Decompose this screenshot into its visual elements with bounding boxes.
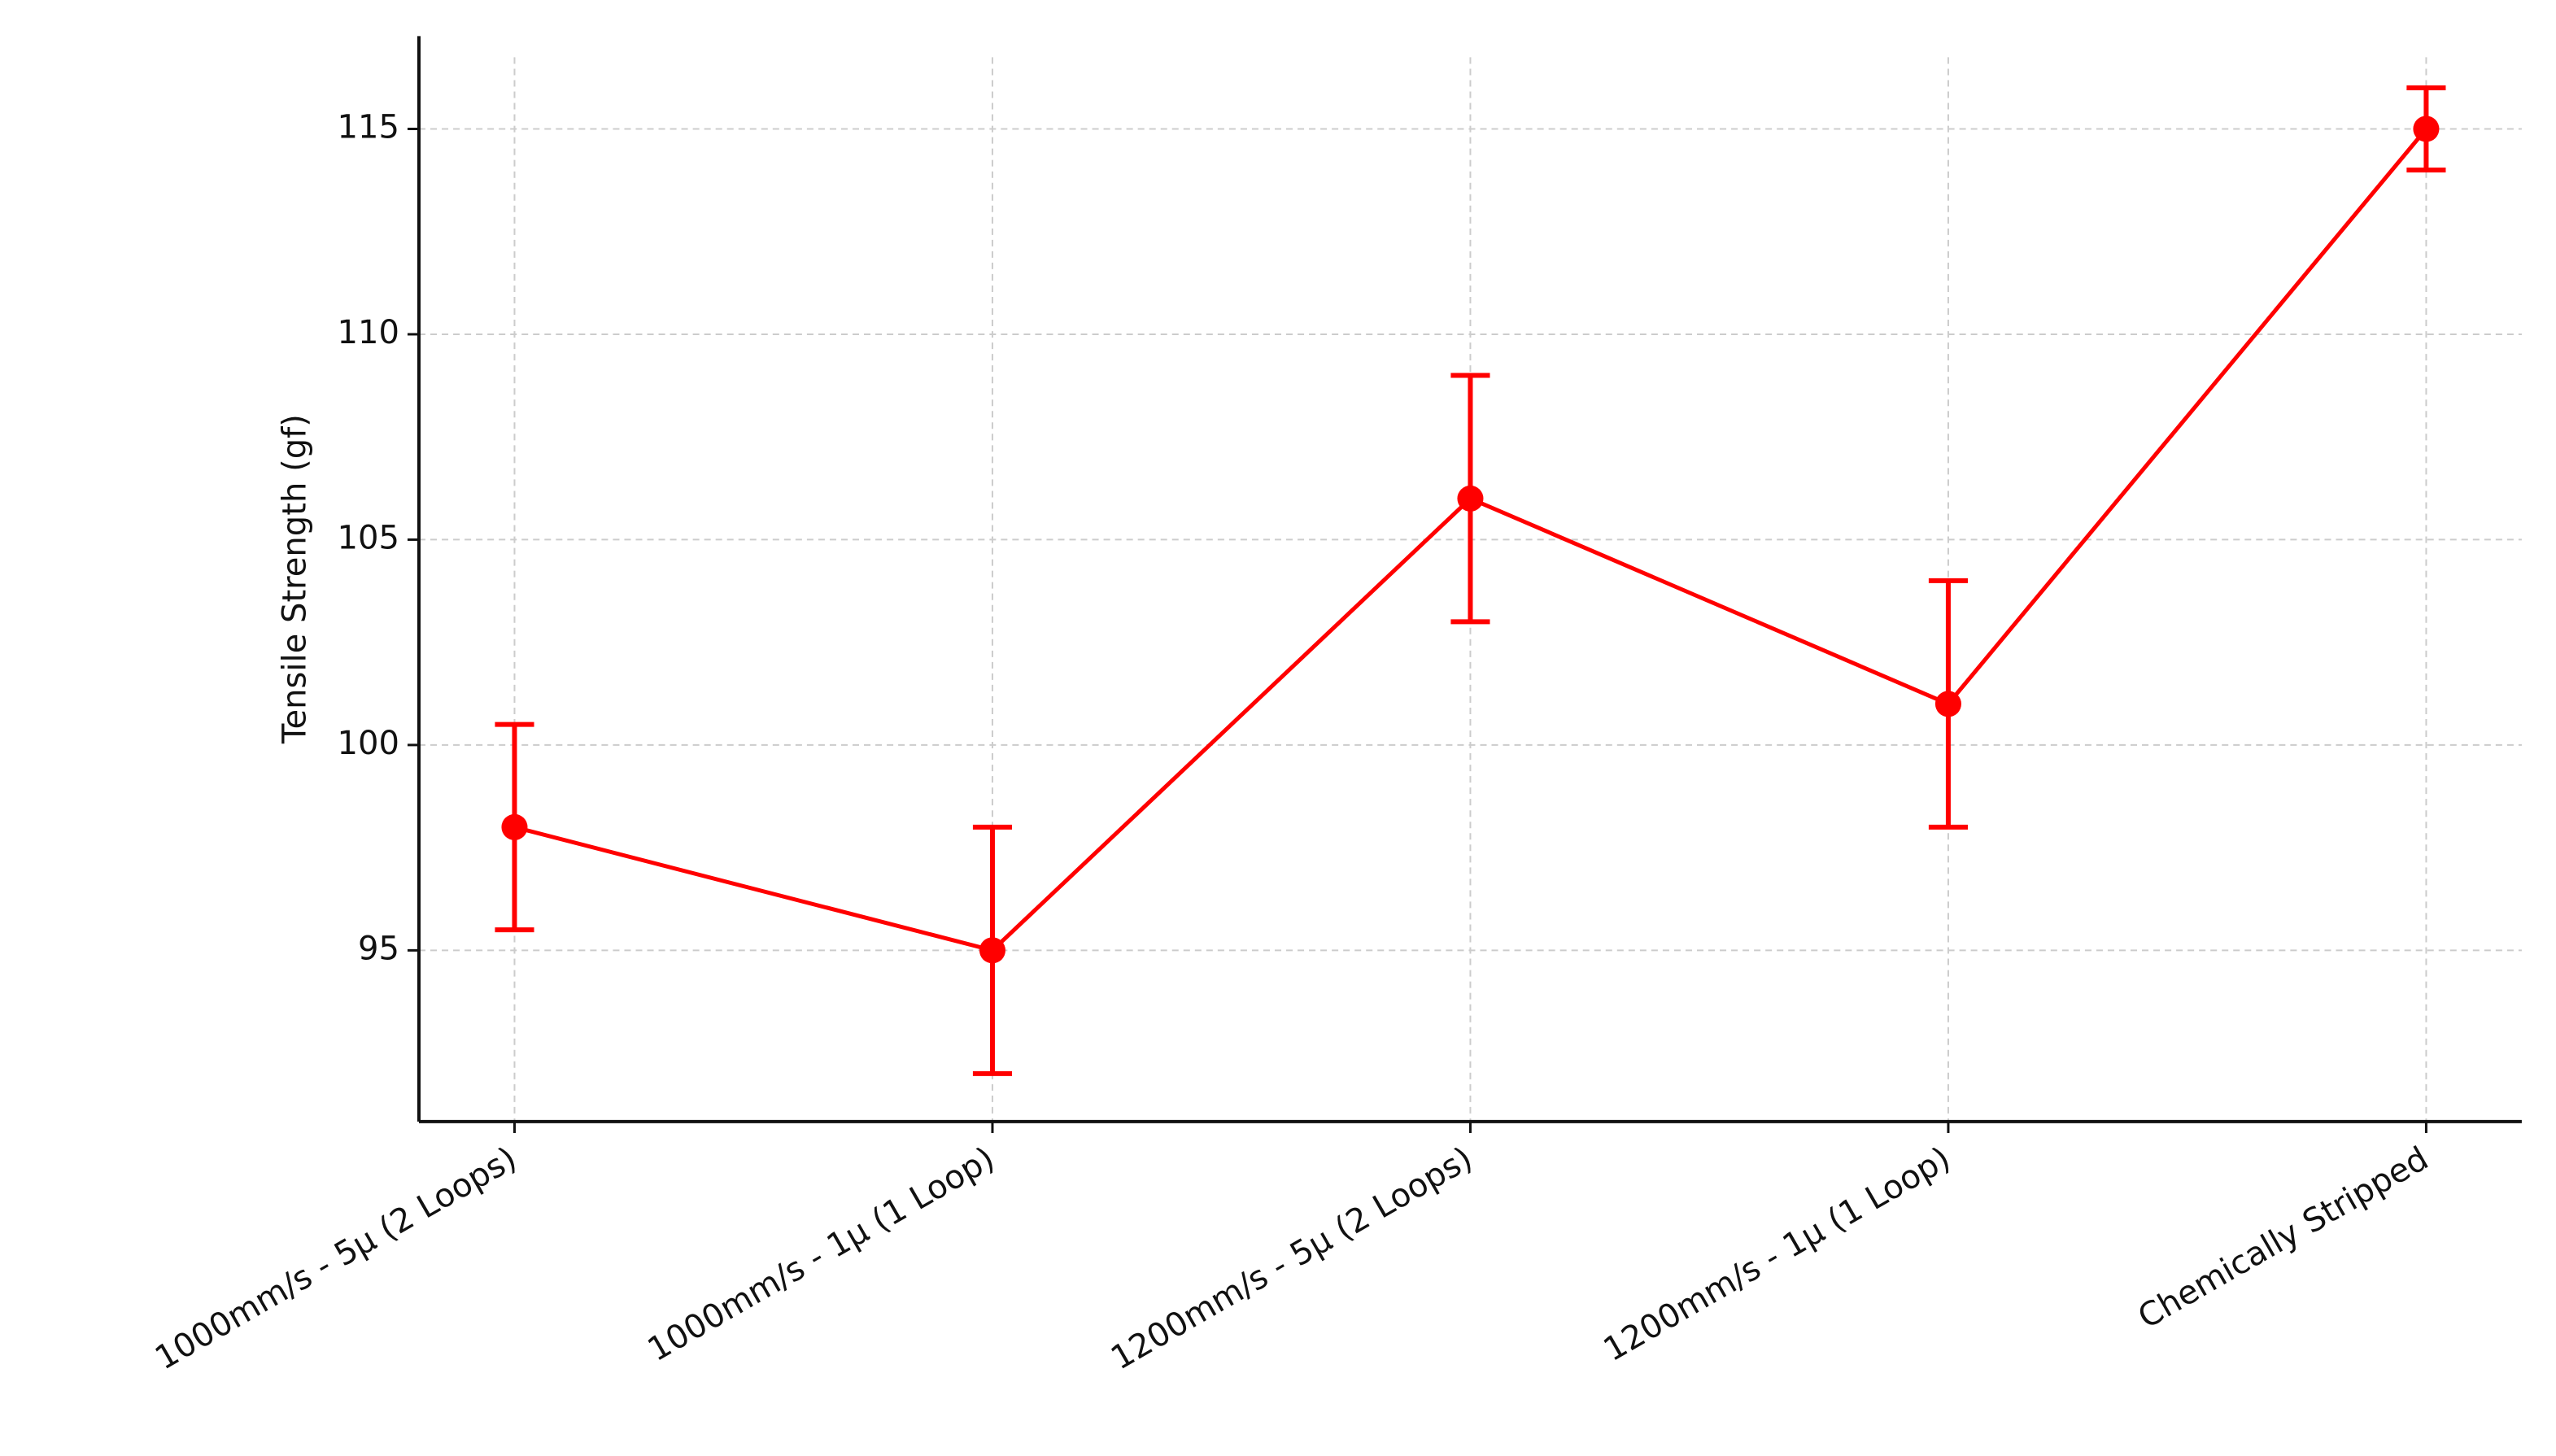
data-point	[1934, 691, 1961, 717]
data-point	[2413, 116, 2440, 142]
x-tick-label: Chemically Stripped	[2132, 1140, 2435, 1336]
x-tick-label: 1200mm/s - 1μ (1 Loop)	[1598, 1140, 1957, 1369]
y-tick-label: 115	[337, 108, 399, 146]
x-tick-label: 1000mm/s - 5μ (2 Loops)	[149, 1140, 523, 1377]
x-tick-label: 1000mm/s - 1μ (1 Loop)	[642, 1140, 1001, 1369]
y-tick-label: 110	[337, 314, 399, 351]
y-tick-label: 100	[337, 725, 399, 762]
data-point	[1457, 485, 1484, 512]
y-tick-label: 105	[337, 519, 399, 556]
x-tick-label: 1200mm/s - 5μ (2 Loops)	[1105, 1140, 1479, 1377]
data-point	[501, 813, 528, 840]
data-point	[979, 937, 1005, 964]
y-tick-label: 95	[358, 930, 399, 967]
y-axis-label: Tensile Strength (gf)	[277, 414, 314, 744]
